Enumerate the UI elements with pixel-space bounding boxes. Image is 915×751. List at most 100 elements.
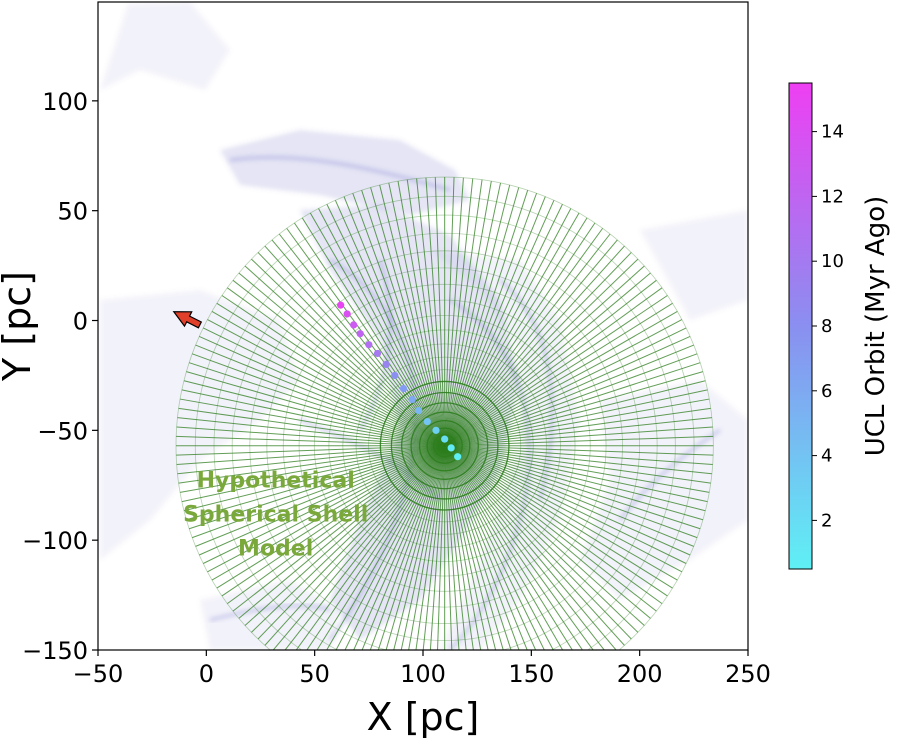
spherical-shell: [175, 176, 714, 650]
colorbar-title: UCL Orbit (Myr Ago): [861, 196, 891, 457]
shell-radial-line: [444, 233, 611, 447]
shell-radial-line: [211, 310, 445, 447]
shell-radial-line: [444, 445, 467, 650]
shell-radial-line: [195, 344, 445, 447]
shell-radial-line: [207, 319, 445, 447]
y-tick-label: −50: [37, 417, 88, 445]
shell-radial-line: [257, 445, 446, 640]
shell-radial-line: [370, 187, 446, 446]
shell-radial-line: [444, 445, 701, 530]
x-tick-label: 200: [617, 660, 663, 688]
x-tick-label: 100: [400, 660, 446, 688]
orbit-point: [423, 417, 431, 426]
shell-radial-line: [444, 445, 663, 605]
shell-radial-line: [444, 445, 632, 640]
shell-ring: [313, 314, 576, 577]
shell-radial-line: [444, 196, 546, 446]
shell-radial-line: [444, 445, 704, 521]
shell-radial-line: [444, 445, 537, 650]
shell-radial-line: [406, 179, 446, 446]
dust-filament: [209, 604, 331, 622]
shell-radial-line: [188, 445, 445, 530]
dust-cloud: [220, 130, 470, 215]
shell-radial-line: [178, 407, 445, 447]
shell-radial-line: [444, 417, 712, 447]
shell-radial-line: [176, 435, 445, 447]
y-tick-label: −150: [22, 637, 88, 665]
shell-radial-line: [434, 177, 446, 446]
shell-annotation-line: Hypothetical: [197, 468, 355, 493]
orbit-point: [447, 444, 455, 452]
shell-radial-line: [444, 445, 594, 650]
shell-radial-line: [176, 426, 445, 447]
shell-radial-line: [444, 445, 691, 556]
shell-ring: [282, 283, 607, 608]
shell-radial-line: [377, 445, 446, 650]
shell-radial-line: [444, 208, 572, 446]
dust-cloud: [100, 2, 230, 90]
orbit-point: [350, 321, 358, 329]
shell-radial-line: [444, 445, 698, 539]
shell-radial-line: [369, 445, 446, 650]
shell-radial-line: [232, 279, 445, 447]
shell-radial-line: [400, 445, 446, 650]
shell-radial-line: [181, 389, 445, 447]
shell-radial-line: [444, 327, 687, 447]
shell-radial-line: [444, 190, 529, 446]
y-tick-label: 0: [73, 308, 88, 336]
shell-radial-line: [444, 445, 605, 650]
shell-radial-line: [444, 177, 464, 446]
shell-radial-line: [444, 445, 710, 493]
shell-radial-line: [429, 445, 446, 650]
shell-radial-line: [444, 239, 618, 447]
shell-radial-line: [444, 252, 632, 447]
shell-radial-line: [444, 228, 603, 447]
shell-radial-line: [444, 445, 528, 650]
shell-ring: [175, 176, 714, 650]
motion-arrow: [172, 311, 203, 329]
orbit-point: [382, 360, 390, 369]
shell-ring: [231, 232, 658, 650]
shell-radial-line: [188, 362, 445, 447]
shell-radial-line: [251, 258, 446, 447]
orbit-point: [454, 453, 462, 461]
shell-ring: [298, 299, 591, 592]
shell-radial-line: [444, 204, 563, 446]
shell-ring: [418, 419, 471, 472]
shell-radial-line: [422, 445, 446, 650]
y-axis: −150 −100 −50 0 50 100: [22, 88, 98, 665]
shell-radial-line: [444, 445, 678, 581]
shell-radial-line: [444, 344, 694, 447]
shell-radial-line: [388, 182, 446, 446]
arrow-shape: [172, 311, 203, 329]
shell-radial-line: [416, 178, 446, 446]
shell-radial-line: [186, 445, 445, 521]
dust-filament: [618, 428, 721, 521]
shell-radial-line: [211, 445, 445, 581]
colorbar-tick-label: 2: [821, 510, 832, 531]
shell-radial-line: [177, 417, 445, 447]
x-tick-label: 50: [299, 660, 330, 688]
shell-radial-line: [444, 279, 657, 447]
colorbar-tick-label: 6: [821, 381, 832, 402]
shell-radial-line: [326, 445, 446, 650]
shell-ring: [432, 433, 457, 458]
shell-radial-line: [444, 445, 651, 619]
colorbar-ticks: 2 4 6 8 10 12 14: [812, 122, 844, 531]
shell-radial-line: [444, 184, 511, 446]
orbit-point: [408, 395, 416, 404]
colorbar-tick-label: 8: [821, 316, 832, 337]
plot-area: [100, 2, 748, 650]
orbit-point: [441, 435, 449, 443]
shell-radial-line: [444, 435, 714, 447]
shell-radial-line: [306, 445, 446, 650]
shell-radial-line: [415, 445, 446, 650]
orbit-point: [337, 301, 345, 309]
colorbar-tick-label: 12: [821, 186, 844, 207]
shell-radial-line: [444, 187, 520, 446]
shell-ring: [401, 402, 489, 490]
shell-radial-line: [309, 212, 446, 446]
x-tick-label: 150: [508, 660, 554, 688]
shell-radial-line: [199, 335, 445, 447]
orbit-point: [365, 341, 373, 349]
